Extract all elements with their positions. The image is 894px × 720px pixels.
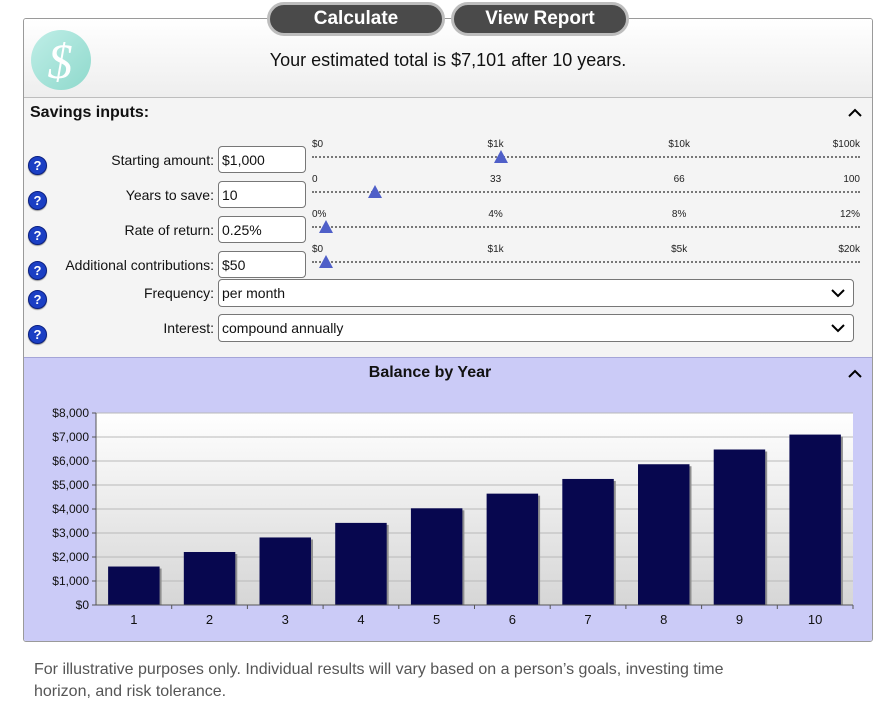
slider-tick-label: 0% bbox=[312, 209, 327, 220]
dollar-logo-icon: $ bbox=[31, 30, 91, 90]
bar-year-10 bbox=[789, 434, 841, 605]
slider-tick-label: $5k bbox=[671, 244, 688, 255]
frequency-help-icon[interactable]: ? bbox=[28, 290, 47, 309]
interest-value: compound annually bbox=[222, 320, 344, 336]
starting-amount-slider[interactable]: $0 $1k $10k $100k bbox=[312, 139, 860, 169]
frequency-label: Frequency: bbox=[143, 285, 214, 301]
rate-of-return-slider[interactable]: 0% 4% 8% 12% bbox=[312, 209, 860, 239]
y-tick-label: $0 bbox=[76, 598, 90, 612]
y-tick-label: $4,000 bbox=[52, 502, 89, 516]
bar-year-6 bbox=[486, 493, 539, 605]
x-tick-label: 9 bbox=[736, 612, 743, 627]
frequency-select[interactable]: per month bbox=[218, 279, 854, 307]
years-to-save-slider[interactable]: 0 33 66 100 bbox=[312, 174, 860, 204]
bar-year-8 bbox=[638, 464, 690, 605]
view-report-button[interactable]: View Report bbox=[451, 2, 629, 36]
slider-tick-label: 33 bbox=[490, 174, 502, 185]
additional-contributions-help-icon[interactable]: ? bbox=[28, 261, 47, 280]
slider-tick-label: 0 bbox=[312, 174, 318, 185]
starting-amount-label: Starting amount: bbox=[111, 152, 214, 168]
calculate-button[interactable]: Calculate bbox=[267, 2, 445, 36]
chevron-down-icon bbox=[831, 289, 845, 298]
y-tick-label: $2,000 bbox=[52, 550, 89, 564]
starting-amount-help-icon[interactable]: ? bbox=[28, 156, 47, 175]
slider-tick-label: $0 bbox=[312, 139, 324, 150]
frequency-value: per month bbox=[222, 285, 286, 301]
x-tick-label: 7 bbox=[584, 612, 591, 627]
additional-contributions-label: Additional contributions: bbox=[65, 257, 214, 273]
chevron-down-icon bbox=[831, 324, 845, 333]
interest-help-icon[interactable]: ? bbox=[28, 325, 47, 344]
slider-tick-label: $10k bbox=[668, 139, 690, 150]
slider-thumb-icon[interactable] bbox=[368, 185, 383, 198]
x-tick-label: 10 bbox=[808, 612, 822, 627]
rate-of-return-help-icon[interactable]: ? bbox=[28, 226, 47, 245]
disclaimer-text: For illustrative purposes only. Individu… bbox=[34, 661, 724, 700]
slider-track[interactable] bbox=[312, 226, 860, 228]
slider-tick-label: $0 bbox=[312, 244, 324, 255]
interest-label: Interest: bbox=[163, 320, 214, 336]
x-tick-label: 6 bbox=[509, 612, 516, 627]
years-to-save-input[interactable] bbox=[218, 181, 306, 208]
starting-amount-input[interactable] bbox=[218, 146, 306, 173]
bar-year-2 bbox=[183, 552, 236, 605]
years-to-save-label: Years to save: bbox=[125, 187, 214, 203]
bar-year-4 bbox=[335, 522, 387, 605]
slider-track[interactable] bbox=[312, 191, 860, 193]
rate-of-return-input[interactable] bbox=[218, 216, 306, 243]
slider-track[interactable] bbox=[312, 261, 860, 263]
slider-thumb-icon[interactable] bbox=[318, 255, 333, 268]
slider-tick-label: $20k bbox=[838, 244, 860, 255]
y-tick-label: $6,000 bbox=[52, 454, 89, 468]
calculator-panel: $ Your estimated total is $7,101 after 1… bbox=[23, 18, 873, 642]
additional-contributions-slider[interactable]: $0 $1k $5k $20k bbox=[312, 244, 860, 274]
slider-tick-label: 100 bbox=[843, 174, 860, 185]
estimated-total: Your estimated total is $7,101 after 10 … bbox=[269, 50, 627, 70]
slider-tick-label: 4% bbox=[488, 209, 503, 220]
slider-tick-label: $1k bbox=[487, 139, 504, 150]
collapse-chevron-up-icon[interactable] bbox=[848, 367, 862, 381]
savings-inputs-body: ? Starting amount: $0 $1k $10k $100k? Years to… bbox=[24, 127, 872, 357]
chart-title: Balance by Year bbox=[368, 364, 492, 381]
slider-tick-label: 12% bbox=[839, 209, 860, 220]
additional-contributions-input[interactable] bbox=[218, 251, 306, 278]
y-tick-label: $3,000 bbox=[52, 526, 89, 540]
slider-tick-label: $100k bbox=[832, 139, 860, 150]
y-tick-label: $5,000 bbox=[52, 478, 89, 492]
logo-glyph: $ bbox=[48, 33, 73, 89]
bar-year-7 bbox=[562, 478, 614, 605]
slider-tick-label: 8% bbox=[671, 209, 687, 220]
bar-year-5 bbox=[410, 508, 463, 605]
y-tick-label: $8,000 bbox=[52, 406, 89, 420]
x-tick-label: 1 bbox=[130, 612, 137, 627]
savings-inputs-title: Savings inputs: bbox=[30, 104, 150, 121]
bar-year-1 bbox=[108, 566, 160, 605]
bar-year-9 bbox=[713, 449, 766, 605]
slider-thumb-icon[interactable] bbox=[318, 220, 333, 233]
x-tick-label: 2 bbox=[206, 612, 213, 627]
x-tick-label: 5 bbox=[433, 612, 440, 627]
collapse-chevron-up-icon[interactable] bbox=[848, 106, 862, 120]
years-to-save-help-icon[interactable]: ? bbox=[28, 191, 47, 210]
balance-bar-chart: $0 $1,000 $2,000 $3,000 $4,000 $5,000 $6,000 $7… bbox=[52, 406, 854, 627]
interest-select[interactable]: compound annually bbox=[218, 314, 854, 342]
y-tick-label: $1,000 bbox=[52, 574, 89, 588]
slider-track[interactable] bbox=[312, 156, 860, 158]
bar-year-3 bbox=[259, 537, 311, 605]
slider-tick-label: 66 bbox=[673, 174, 685, 185]
x-tick-label: 8 bbox=[660, 612, 667, 627]
rate-of-return-label: Rate of return: bbox=[124, 222, 215, 238]
slider-tick-label: $1k bbox=[487, 244, 504, 255]
results-header: $ Your estimated total is $7,101 after 1… bbox=[24, 19, 872, 97]
slider-thumb-icon[interactable] bbox=[494, 150, 509, 163]
x-tick-label: 4 bbox=[357, 612, 364, 627]
x-tick-label: 3 bbox=[282, 612, 289, 627]
balance-by-year-section: Balance by Year $0 $1,000 $2,000 $3,000 $4,0… bbox=[24, 357, 872, 641]
y-tick-label: $7,000 bbox=[52, 430, 89, 444]
savings-inputs-header[interactable]: Savings inputs: bbox=[24, 97, 872, 127]
